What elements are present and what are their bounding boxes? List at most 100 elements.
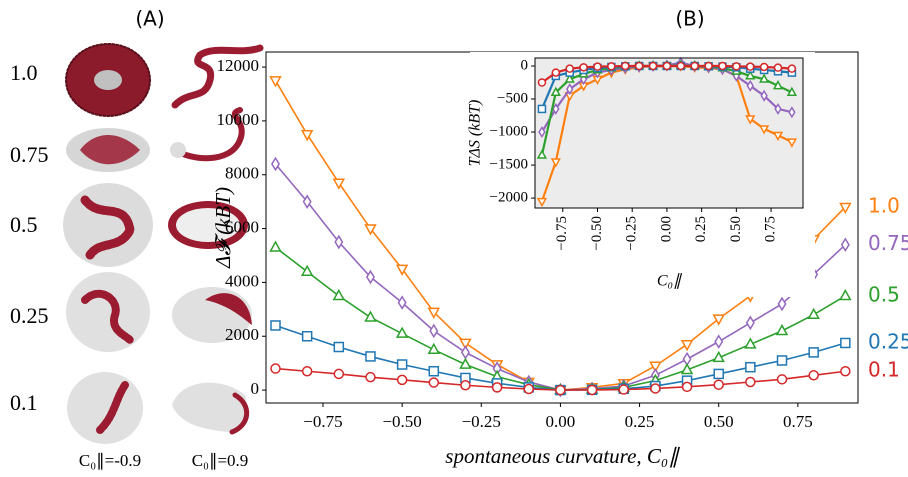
series-label: 0.25 — [868, 329, 908, 353]
marker — [745, 361, 756, 373]
marker — [460, 379, 471, 391]
marker — [745, 115, 756, 125]
marker — [332, 178, 346, 190]
marker — [745, 315, 755, 331]
marker — [773, 63, 783, 72]
marker — [270, 320, 281, 331]
marker — [365, 269, 375, 285]
x-tick-label: −0.25 — [462, 412, 501, 431]
marker — [745, 70, 756, 80]
marker — [662, 61, 672, 71]
marker — [840, 237, 850, 253]
y-tick-label: −1000 — [490, 123, 528, 139]
marker — [537, 104, 547, 114]
panel-a-title: (A) — [135, 7, 164, 31]
marker — [839, 288, 852, 301]
y-axis-label: Δ𝓕 (kBT) — [211, 187, 235, 269]
vesicle-coat — [80, 195, 135, 260]
series-label: 0.1 — [868, 358, 900, 382]
vesicle-coat — [96, 381, 129, 434]
marker — [428, 377, 440, 388]
marker — [681, 381, 693, 393]
marker — [649, 361, 662, 373]
marker — [788, 106, 796, 119]
marker — [364, 224, 377, 236]
vesicle — [172, 382, 247, 432]
column-label: C₀∥=-0.9 — [79, 451, 141, 470]
series-label: 1.0 — [868, 194, 900, 218]
row-label: 0.1 — [10, 390, 38, 415]
marker — [680, 339, 694, 352]
marker — [732, 62, 741, 71]
panel-b-title: (B) — [675, 7, 704, 31]
marker — [550, 86, 561, 96]
marker — [334, 234, 344, 250]
marker — [565, 64, 574, 73]
series-label: 0.5 — [868, 282, 900, 306]
column-label: C₀∥=0.9 — [192, 451, 249, 470]
marker — [396, 374, 408, 386]
marker — [776, 355, 788, 366]
marker — [395, 326, 409, 338]
marker — [364, 310, 377, 322]
marker — [840, 337, 851, 349]
marker — [566, 83, 574, 96]
marker — [774, 102, 782, 115]
marker — [459, 357, 472, 369]
marker — [712, 314, 725, 326]
marker — [650, 383, 661, 394]
marker — [704, 61, 713, 71]
marker — [301, 330, 313, 342]
marker — [428, 365, 440, 377]
vesicle-coat — [229, 392, 250, 435]
marker — [775, 323, 789, 336]
marker — [301, 365, 313, 377]
marker — [552, 102, 560, 115]
marker — [551, 68, 561, 77]
marker — [460, 345, 470, 360]
marker — [429, 323, 439, 339]
y-axis-label: TΔS (kBT) — [467, 100, 484, 167]
marker — [536, 149, 548, 159]
marker — [744, 337, 757, 349]
marker — [634, 61, 644, 71]
vesicle-coat — [80, 135, 140, 165]
marker — [579, 63, 588, 72]
x-tick-label: 0.00 — [546, 412, 576, 431]
x-tick-label: −0.75 — [303, 412, 342, 431]
marker — [427, 342, 441, 355]
x-tick-label: 0.75 — [762, 216, 778, 242]
marker — [772, 131, 784, 142]
marker — [621, 61, 630, 71]
marker — [690, 61, 699, 71]
x-tick-label: −0.25 — [624, 216, 640, 251]
marker — [397, 295, 407, 310]
y-tick-label: 10000 — [217, 110, 260, 129]
marker — [746, 79, 754, 92]
row-label: 1.0 — [10, 60, 38, 85]
marker — [271, 156, 280, 172]
marker — [713, 368, 724, 380]
marker — [459, 338, 472, 350]
marker — [745, 62, 755, 71]
marker — [586, 384, 598, 396]
y-tick-label: 0 — [521, 57, 529, 73]
vesicle — [67, 372, 143, 444]
marker — [808, 347, 819, 358]
vesicle — [63, 183, 153, 267]
marker — [772, 80, 784, 90]
vesicle-coat — [205, 293, 252, 325]
y-tick-label: −2000 — [490, 190, 528, 206]
x-tick-label: 0.00 — [658, 216, 674, 242]
y-tick-label: −1500 — [490, 157, 528, 173]
marker — [536, 197, 548, 208]
row-label: 0.5 — [10, 212, 38, 237]
y-tick-label: 12000 — [217, 56, 260, 75]
y-tick-label: −500 — [497, 90, 528, 106]
y-tick-label: 6000 — [225, 217, 259, 236]
marker — [759, 73, 770, 83]
marker — [786, 86, 798, 96]
y-tick-label: 4000 — [225, 271, 259, 290]
x-tick-label: 0.50 — [704, 412, 734, 431]
marker — [607, 62, 616, 71]
